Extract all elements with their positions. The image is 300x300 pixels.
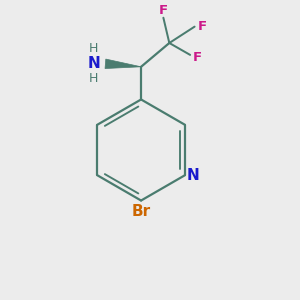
Text: H: H bbox=[89, 72, 98, 85]
Text: N: N bbox=[187, 168, 200, 183]
Polygon shape bbox=[105, 59, 141, 68]
Text: H: H bbox=[89, 42, 98, 56]
Text: Br: Br bbox=[131, 204, 151, 219]
Text: F: F bbox=[198, 20, 207, 33]
Text: F: F bbox=[193, 51, 202, 64]
Text: N: N bbox=[87, 56, 100, 71]
Text: F: F bbox=[159, 4, 168, 17]
